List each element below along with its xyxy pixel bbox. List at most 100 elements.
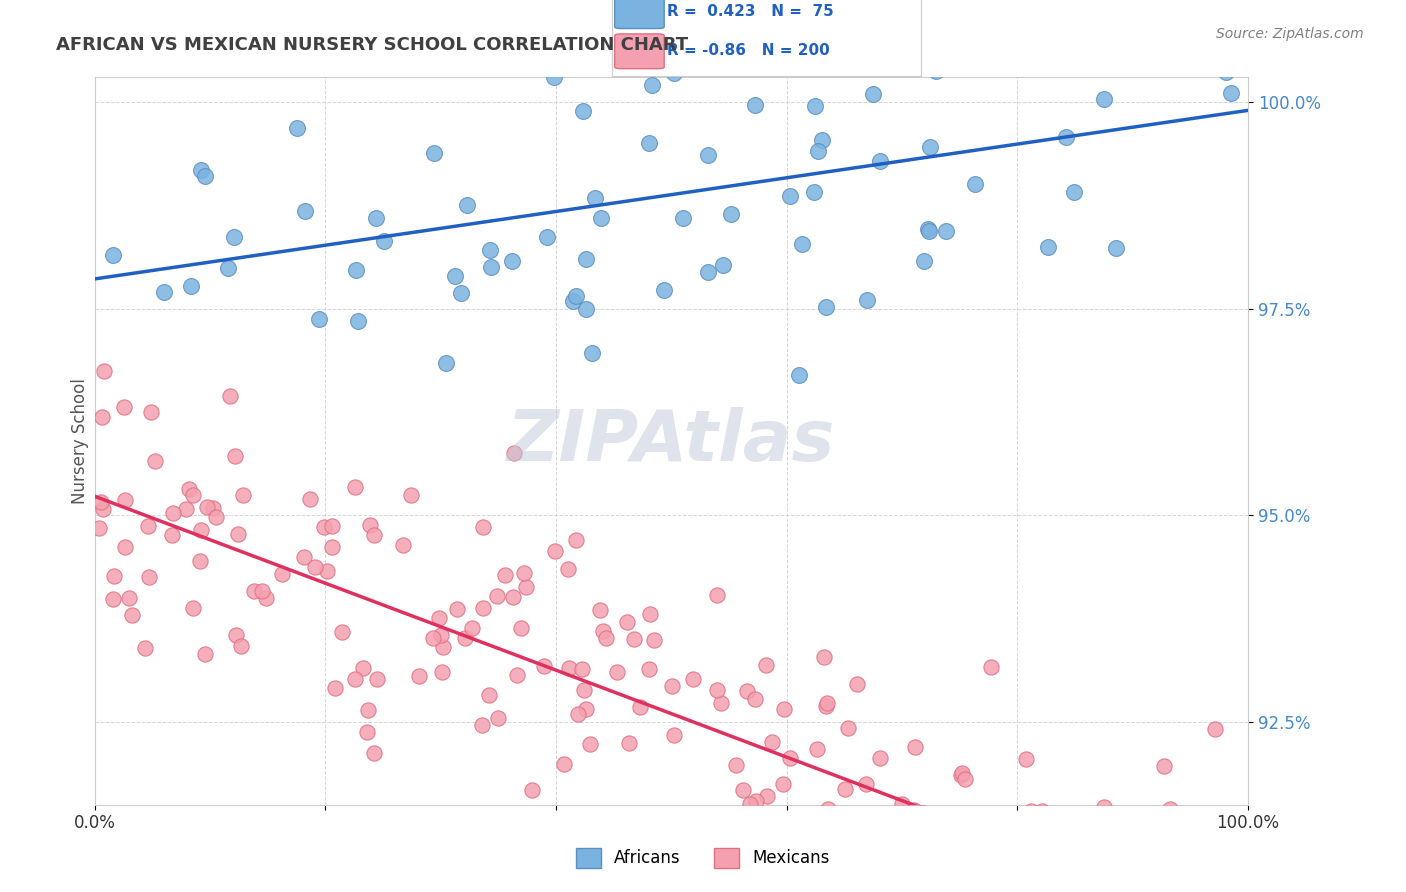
Point <box>501 253 523 268</box>
Point <box>628 700 651 714</box>
Point <box>479 243 502 257</box>
Point <box>181 488 204 502</box>
Point <box>949 767 972 781</box>
Point <box>869 154 891 169</box>
Point <box>356 703 378 717</box>
Point <box>478 688 501 702</box>
Point <box>873 0 896 12</box>
Point <box>745 884 768 892</box>
Point <box>292 549 315 564</box>
Point <box>270 566 292 581</box>
Point <box>606 665 628 680</box>
Point <box>177 483 200 497</box>
Point <box>1153 759 1175 773</box>
Point <box>579 737 602 751</box>
Point <box>562 294 585 309</box>
FancyBboxPatch shape <box>614 34 664 69</box>
Point <box>638 607 661 621</box>
Point <box>321 519 343 533</box>
Point <box>890 797 912 811</box>
Point <box>217 260 239 275</box>
Point <box>502 590 524 604</box>
Point <box>697 148 720 162</box>
Point <box>616 615 638 629</box>
Point <box>643 633 665 648</box>
Point <box>316 564 339 578</box>
Point <box>543 70 565 84</box>
Point <box>661 679 683 693</box>
Point <box>141 405 163 419</box>
Y-axis label: Nursery School: Nursery School <box>72 378 89 504</box>
Point <box>430 665 453 679</box>
Point <box>744 691 766 706</box>
Point <box>505 668 527 682</box>
Point <box>911 805 934 820</box>
Point <box>299 492 322 507</box>
Point <box>706 683 728 698</box>
Point <box>509 621 531 635</box>
Point <box>1159 840 1181 855</box>
Point <box>114 492 136 507</box>
Point <box>486 589 509 603</box>
Point <box>572 682 595 697</box>
Point <box>638 662 661 676</box>
Point <box>662 817 685 831</box>
Point <box>735 684 758 698</box>
Point <box>1204 723 1226 737</box>
Point <box>121 608 143 623</box>
Point <box>513 566 536 580</box>
Point <box>254 591 277 605</box>
Point <box>432 640 454 654</box>
Point <box>225 628 247 642</box>
Point <box>103 248 125 262</box>
Point <box>359 517 381 532</box>
Point <box>720 831 742 846</box>
Point <box>1223 851 1246 865</box>
Point <box>942 835 965 849</box>
Point <box>536 229 558 244</box>
Point <box>869 750 891 764</box>
Point <box>915 819 938 833</box>
Point <box>330 624 353 639</box>
Point <box>479 260 502 274</box>
Point <box>706 588 728 602</box>
Point <box>446 601 468 615</box>
Point <box>1194 841 1216 855</box>
Point <box>194 169 217 183</box>
Point <box>1005 838 1028 852</box>
Point <box>558 661 581 675</box>
Point <box>662 66 685 80</box>
Point <box>427 610 450 624</box>
Point <box>533 659 555 673</box>
Point <box>575 301 598 316</box>
Point <box>720 207 742 221</box>
Point <box>461 621 484 635</box>
Point <box>755 658 778 673</box>
Point <box>595 632 617 646</box>
Point <box>321 540 343 554</box>
Point <box>413 42 436 56</box>
Point <box>202 500 225 515</box>
Point <box>222 230 245 244</box>
Point <box>641 78 664 92</box>
Point <box>243 584 266 599</box>
Point <box>520 782 543 797</box>
Point <box>174 501 197 516</box>
Point <box>422 146 444 161</box>
Point <box>194 647 217 661</box>
Point <box>1019 863 1042 878</box>
Point <box>1071 847 1094 861</box>
Point <box>399 488 422 502</box>
Point <box>711 258 734 272</box>
Point <box>1215 817 1237 831</box>
Point <box>1114 37 1136 51</box>
Point <box>1092 800 1115 814</box>
Point <box>1036 240 1059 254</box>
Point <box>143 453 166 467</box>
Point <box>1005 838 1028 853</box>
Point <box>471 718 494 732</box>
Point <box>160 528 183 542</box>
Point <box>571 103 593 118</box>
Point <box>903 803 925 817</box>
Point <box>138 570 160 584</box>
